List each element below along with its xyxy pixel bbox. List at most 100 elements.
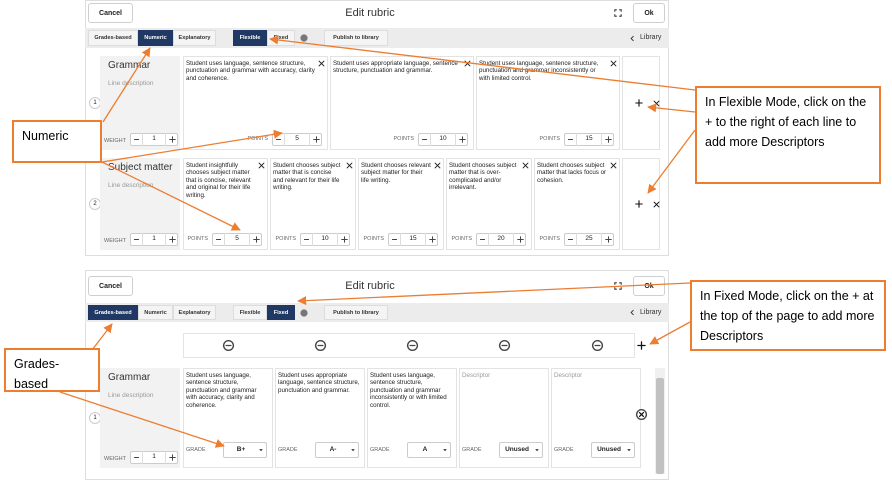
mode-tab[interactable]: Flexible — [233, 305, 267, 320]
plus-icon[interactable] — [636, 340, 646, 350]
line-description[interactable]: Line description — [108, 392, 154, 399]
chevron-icon[interactable] — [629, 309, 636, 316]
cancel-button[interactable]: Cancel — [88, 3, 133, 23]
descriptor-text[interactable]: Student uses language, sentence structur… — [479, 60, 599, 82]
ok-button[interactable]: Ok — [633, 276, 665, 296]
points-label: POINTS — [363, 236, 384, 242]
plus-icon[interactable] — [458, 136, 466, 143]
expand-icon[interactable] — [614, 282, 622, 290]
minus-circle-icon[interactable] — [498, 339, 510, 351]
plus-icon[interactable] — [312, 136, 320, 143]
plus-icon[interactable] — [516, 236, 524, 243]
stepper-divider — [601, 233, 602, 246]
plus-icon[interactable] — [604, 236, 612, 243]
minus-icon[interactable] — [391, 236, 398, 243]
publish-button[interactable]: Publish to library — [324, 305, 388, 320]
minus-icon[interactable] — [567, 136, 574, 143]
cross-circle-icon[interactable] — [635, 408, 647, 420]
minus-circle-icon[interactable] — [314, 339, 326, 351]
cross-icon[interactable] — [258, 162, 265, 169]
mode-tab[interactable]: Fixed — [267, 30, 295, 46]
stepper-divider — [284, 133, 285, 146]
descriptor-placeholder[interactable]: Descriptor — [554, 372, 583, 379]
descriptor-text[interactable]: Student chooses subject matter that lack… — [537, 162, 607, 184]
rubric-type-tab[interactable]: Numeric — [138, 305, 173, 320]
line-name[interactable]: Subject matter — [108, 162, 173, 173]
plus-icon[interactable] — [168, 454, 176, 461]
line-description[interactable]: Line description — [108, 80, 154, 87]
descriptor-text[interactable]: Student uses appropriate language, sente… — [278, 372, 360, 394]
cross-icon[interactable] — [522, 162, 529, 169]
stepper-value: 5 — [235, 235, 239, 242]
plus-icon[interactable] — [168, 136, 176, 143]
plus-icon[interactable] — [252, 236, 260, 243]
descriptor-text[interactable]: Student uses language, sentence structur… — [186, 60, 315, 82]
minus-circle-icon[interactable] — [406, 339, 418, 351]
minus-circle-icon[interactable] — [222, 339, 234, 351]
minus-icon[interactable] — [133, 136, 140, 143]
minus-circle-icon[interactable] — [591, 339, 603, 351]
minus-icon[interactable] — [303, 236, 310, 243]
cross-icon[interactable] — [434, 162, 441, 169]
ok-button[interactable]: Ok — [633, 3, 665, 23]
expand-icon[interactable] — [614, 9, 622, 17]
plus-icon[interactable] — [604, 136, 612, 143]
descriptor-placeholder[interactable]: Descriptor — [462, 372, 491, 379]
chevron-icon[interactable] — [629, 35, 636, 42]
plus-icon[interactable] — [635, 99, 643, 107]
descriptor-text[interactable]: Student uses language, sentence structur… — [370, 372, 447, 409]
stepper-divider — [165, 133, 166, 146]
plus-icon[interactable] — [428, 236, 436, 243]
grade-select[interactable] — [499, 442, 543, 458]
help-icon[interactable] — [300, 308, 308, 317]
plus-icon[interactable] — [168, 236, 176, 243]
descriptor-text[interactable]: Student chooses subject matter that is o… — [449, 162, 517, 192]
cross-icon[interactable] — [346, 162, 353, 169]
cross-icon[interactable] — [610, 60, 617, 67]
grade-select[interactable] — [315, 442, 359, 458]
grade-select[interactable] — [223, 442, 267, 458]
rubric-type-tab[interactable]: Explanatory — [173, 30, 216, 46]
help-icon[interactable] — [300, 34, 308, 42]
line-description[interactable]: Line description — [108, 182, 154, 189]
minus-icon[interactable] — [133, 236, 140, 243]
rubric-type-tab[interactable]: Grades-based — [88, 30, 138, 46]
grade-value: A- — [329, 446, 337, 453]
dialog-title: Edit rubric — [345, 280, 395, 292]
library-link[interactable]: Library — [640, 309, 662, 316]
minus-icon[interactable] — [421, 136, 428, 143]
cross-icon[interactable] — [653, 100, 660, 107]
line-name[interactable]: Grammar — [108, 60, 151, 71]
minus-icon[interactable] — [275, 136, 282, 143]
stepper-value: 10 — [439, 135, 447, 142]
descriptor-text[interactable]: Student uses language, sentence structur… — [186, 372, 257, 409]
rubric-type-tab[interactable]: Explanatory — [173, 305, 216, 320]
cross-icon[interactable] — [610, 162, 617, 169]
minus-icon[interactable] — [133, 454, 140, 461]
points-label: POINTS — [393, 136, 414, 142]
publish-button[interactable]: Publish to library — [324, 30, 388, 46]
plus-icon[interactable] — [340, 236, 348, 243]
minus-icon[interactable] — [567, 236, 574, 243]
grade-select[interactable] — [407, 442, 451, 458]
mode-tab[interactable]: Flexible — [233, 30, 267, 46]
points-label: POINTS — [247, 136, 268, 142]
minus-icon[interactable] — [215, 236, 222, 243]
descriptor-text[interactable]: Student insightfully chooses subject mat… — [186, 162, 251, 199]
cross-icon[interactable] — [318, 60, 325, 67]
descriptor-text[interactable]: Student uses appropriate language, sente… — [333, 60, 458, 75]
plus-icon[interactable] — [635, 200, 643, 208]
minus-icon[interactable] — [479, 236, 486, 243]
cross-icon[interactable] — [464, 60, 471, 67]
grade-select[interactable] — [591, 442, 635, 458]
descriptor-text[interactable]: Student chooses relevant subject matter … — [361, 162, 431, 184]
line-name[interactable]: Grammar — [108, 372, 151, 383]
rubric-type-tab[interactable]: Numeric — [138, 30, 173, 46]
mode-tab[interactable]: Fixed — [267, 305, 295, 320]
rubric-type-tab[interactable]: Grades-based — [88, 305, 138, 320]
descriptor-text[interactable]: Student chooses subject matter that is c… — [273, 162, 341, 192]
library-link[interactable]: Library — [640, 34, 662, 41]
cancel-button[interactable]: Cancel — [88, 276, 133, 296]
cross-icon[interactable] — [653, 201, 660, 208]
